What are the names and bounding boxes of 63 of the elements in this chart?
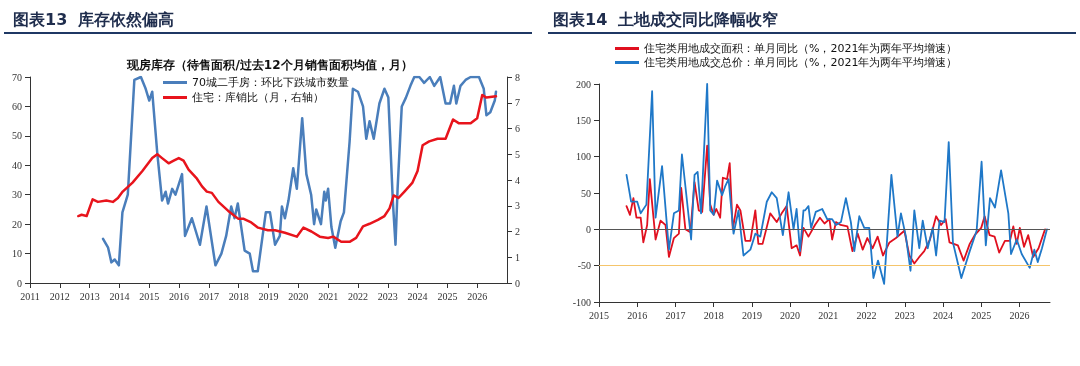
y2-tick-label: 7: [515, 97, 520, 109]
y-tick-label: 10: [12, 248, 22, 260]
x-tick-label: 2017: [198, 290, 219, 302]
x-tick-label: 2020: [780, 309, 801, 321]
chart-title: 图表13 库存依然偏高: [13, 9, 175, 29]
y-tick-label: 20: [12, 218, 22, 230]
x-tick-label: 2016: [627, 309, 648, 321]
line-series: [77, 93, 498, 244]
y-tick-label: 50: [581, 187, 591, 199]
legend-label: 住宅：库销比（月，右轴）: [192, 91, 324, 104]
x-tick-label: 2013: [79, 290, 100, 302]
x-tick-label: 2016: [169, 290, 190, 302]
x-tick-label: 2018: [228, 290, 249, 302]
x-tick-label: 2023: [377, 290, 398, 302]
y-tick-label: 50: [12, 130, 22, 142]
y2-tick-label: 2: [515, 226, 520, 237]
y2-tick-label: 6: [515, 123, 520, 134]
x-tick-label: 2011: [20, 290, 40, 302]
x-tick-label: 2018: [703, 309, 724, 321]
x-tick-label: 2017: [665, 309, 686, 321]
line-series: [625, 144, 1046, 265]
x-tick-label: 2026: [467, 290, 488, 302]
x-tick-label: 2015: [139, 290, 160, 302]
x-tick-label: 2015: [589, 309, 609, 321]
x-tick-label: 2012: [49, 290, 70, 302]
legend-label: 70城二手房：环比下跌城市数量: [192, 76, 349, 89]
y-tick-label: 70: [12, 71, 22, 83]
x-tick-label: 2021: [318, 290, 339, 302]
y-tick-label: 60: [12, 100, 22, 112]
x-tick-label: 2019: [741, 309, 762, 321]
x-tick-label: 2014: [109, 290, 130, 302]
legend-label: 住宅类用地成交总价：单月同比（%，2021年为两年平均增速）: [644, 56, 958, 69]
x-tick-label: 2024: [932, 309, 953, 321]
y-tick-label: 0: [17, 277, 22, 289]
x-tick-label: 2026: [1009, 309, 1030, 321]
y2-tick-label: 1: [515, 251, 520, 263]
y-tick-label: -50: [577, 260, 591, 272]
chart-subtitle: 现房库存（待售面积/过去12个月销售面积均值，月）: [126, 58, 413, 72]
y2-tick-label: 0: [515, 277, 520, 289]
y-tick-label: 30: [12, 189, 22, 201]
x-tick-label: 2020: [288, 290, 309, 302]
x-tick-label: 2025: [437, 290, 458, 302]
line-series: [101, 75, 498, 273]
y-tick-label: 40: [12, 159, 22, 171]
x-tick-label: 2021: [818, 309, 839, 321]
line-series: [625, 83, 1048, 285]
x-tick-label: 2025: [971, 309, 992, 321]
y-tick-label: 200: [576, 78, 591, 90]
legend-label: 住宅类用地成交面积：单月同比（%，2021年为两年平均增速）: [644, 42, 958, 55]
y2-tick-label: 3: [515, 200, 520, 212]
y-tick-label: 0: [586, 223, 591, 235]
y2-tick-label: 4: [515, 174, 520, 186]
chart-title: 图表14 土地成交同比降幅收窄: [553, 9, 779, 29]
y2-tick-label: 5: [515, 148, 520, 160]
y-tick-label: 150: [576, 114, 591, 126]
x-tick-label: 2024: [407, 290, 428, 302]
x-tick-label: 2023: [894, 309, 915, 321]
y2-tick-label: 8: [515, 71, 520, 83]
y-tick-label: -100: [572, 296, 591, 308]
x-tick-label: 2022: [347, 290, 368, 302]
x-tick-label: 2019: [258, 290, 279, 302]
x-tick-label: 2022: [856, 309, 877, 321]
y-tick-label: 100: [576, 151, 591, 163]
